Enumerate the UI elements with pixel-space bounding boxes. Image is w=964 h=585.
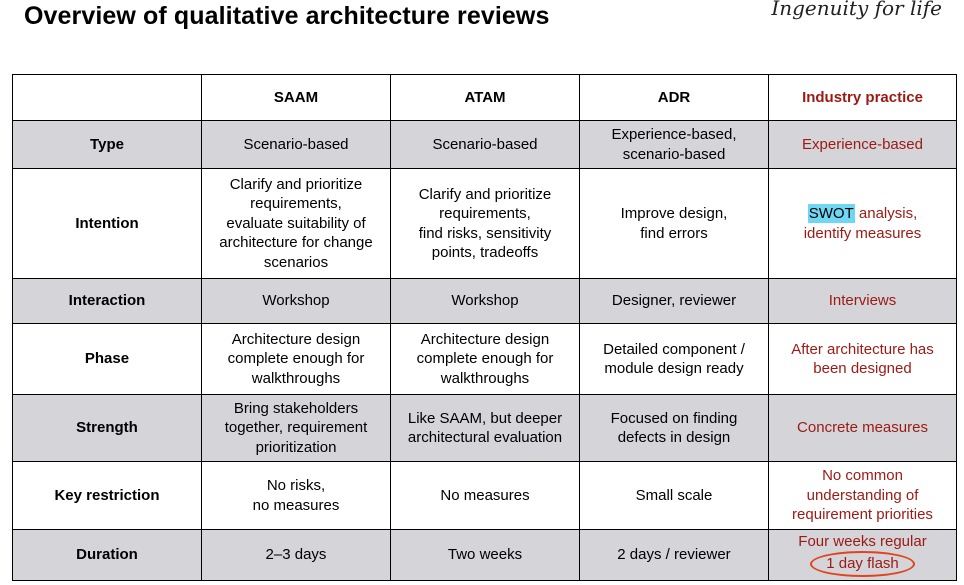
circled-annotation: 1 day flash bbox=[810, 551, 915, 577]
cell-saam: Bring stakeholders together, requirement p… bbox=[201, 394, 391, 462]
cell-industry: Concrete measures bbox=[768, 394, 957, 462]
cell-atam: Architecture design complete enough for wa… bbox=[390, 323, 580, 395]
cell-industry: Interviews bbox=[768, 278, 957, 324]
row-label: Duration bbox=[12, 529, 202, 581]
slide-title: Overview of qualitative architecture rev… bbox=[24, 2, 550, 30]
cell-adr: Detailed component / module design ready bbox=[579, 323, 769, 395]
cell-atam: No measures bbox=[390, 461, 580, 530]
header-industry: Industry practice bbox=[768, 74, 957, 121]
cell-saam: 2–3 days bbox=[201, 529, 391, 581]
cell-saam: Scenario-based bbox=[201, 120, 391, 169]
row-label: Type bbox=[12, 120, 202, 169]
cell-saam: No risks, no measures bbox=[201, 461, 391, 530]
cell-industry: Experience-based bbox=[768, 120, 957, 169]
row-label: Interaction bbox=[12, 278, 202, 324]
cell-adr: Designer, reviewer bbox=[579, 278, 769, 324]
cell-industry: Four weeks regular 1 day flash bbox=[768, 529, 957, 581]
cell-atam: Workshop bbox=[390, 278, 580, 324]
cell-atam: Like SAAM, but deeper architectural evalu… bbox=[390, 394, 580, 462]
comparison-table: SAAM ATAM ADR Industry practice Type Sce… bbox=[12, 74, 957, 581]
cell-adr: Small scale bbox=[579, 461, 769, 530]
row-strength: Strength Bring stakeholders together, req… bbox=[12, 394, 957, 462]
swot-highlight: SWOT bbox=[807, 204, 855, 223]
row-interaction: Interaction Workshop Workshop Designer, … bbox=[12, 278, 957, 324]
cell-adr: Improve design, find errors bbox=[579, 168, 769, 279]
row-intention: Intention Clarify and prioritize requirem… bbox=[12, 168, 957, 279]
cell-adr: 2 days / reviewer bbox=[579, 529, 769, 581]
cell-industry: After architecture has been designed bbox=[768, 323, 957, 395]
header-saam: SAAM bbox=[201, 74, 391, 121]
row-label: Strength bbox=[12, 394, 202, 462]
cell-adr: Experience-based, scenario-based bbox=[579, 120, 769, 169]
row-label: Phase bbox=[12, 323, 202, 395]
cell-saam: Workshop bbox=[201, 278, 391, 324]
cell-atam: Clarify and prioritize requirements, find … bbox=[390, 168, 580, 279]
row-key-restriction: Key restriction No risks, no measures No … bbox=[12, 461, 957, 530]
cell-industry: SWOT analysis, identify measures bbox=[768, 168, 957, 279]
header-row: SAAM ATAM ADR Industry practice bbox=[12, 74, 957, 121]
brand-logo: Ingenuity for life bbox=[771, 0, 942, 20]
row-label: Intention bbox=[12, 168, 202, 279]
row-type: Type Scenario-based Scenario-based Exper… bbox=[12, 120, 957, 169]
cell-saam: Architecture design complete enough for wa… bbox=[201, 323, 391, 395]
row-phase: Phase Architecture design complete enough… bbox=[12, 323, 957, 395]
header-adr: ADR bbox=[579, 74, 769, 121]
cell-adr: Focused on finding defects in design bbox=[579, 394, 769, 462]
row-label: Key restriction bbox=[12, 461, 202, 530]
cell-atam: Two weeks bbox=[390, 529, 580, 581]
header-atam: ATAM bbox=[390, 74, 580, 121]
header-empty bbox=[12, 74, 202, 121]
cell-atam: Scenario-based bbox=[390, 120, 580, 169]
cell-saam: Clarify and prioritize requirements, evalu… bbox=[201, 168, 391, 279]
cell-industry: No common understanding of requirement pri… bbox=[768, 461, 957, 530]
row-duration: Duration 2–3 days Two weeks 2 days / rev… bbox=[12, 529, 957, 581]
